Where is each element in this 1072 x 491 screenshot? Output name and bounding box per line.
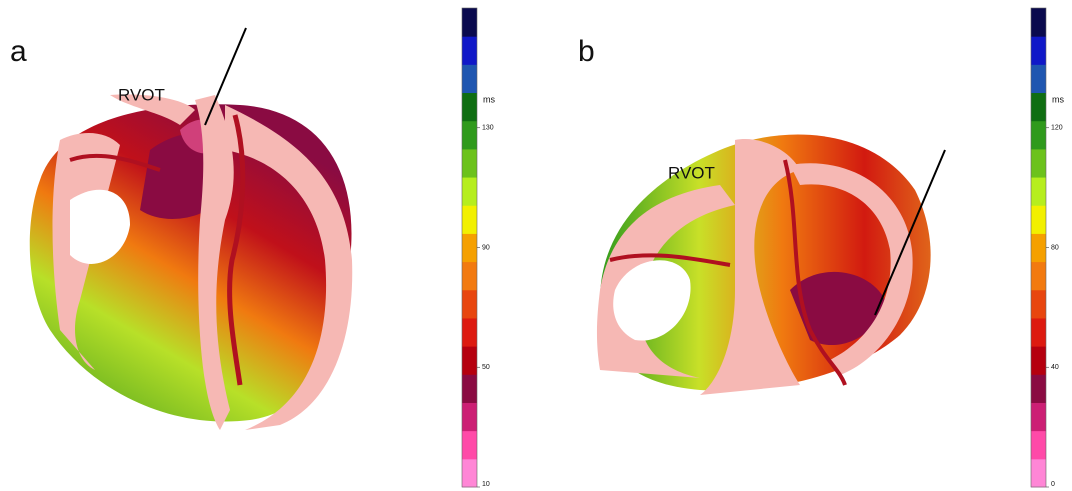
colorbar-unit: ms (1052, 94, 1064, 104)
colorbar-segment (1031, 318, 1046, 347)
tick-label: 0 (1051, 481, 1055, 488)
body: { "panels": [ {"label": "a", "annotation… (0, 0, 1072, 491)
colorbar-segment (1031, 346, 1046, 375)
tick-label: 10 (482, 481, 490, 488)
colorbar-segment (1031, 36, 1046, 65)
colorbar-segment (462, 149, 477, 178)
tick-label: 90 (482, 244, 490, 251)
colorbar-segment (1031, 93, 1046, 122)
colorbar-segment (1031, 402, 1046, 431)
colorbar-segment (1031, 290, 1046, 319)
panel-label: b (578, 35, 595, 68)
annotation: RVOT (668, 163, 715, 182)
annotation: RVOT (118, 85, 165, 104)
figure: a b RVOT RVOT ms 130 90 50 10 ms 120 80 40 0 (0, 0, 1072, 491)
heart-render-b (597, 135, 945, 395)
colorbar-segment (1031, 431, 1046, 460)
colorbar-unit: ms (483, 94, 495, 104)
colorbar-segment (462, 64, 477, 93)
heart-render-a (30, 28, 352, 430)
colorbar-segment (462, 262, 477, 291)
tick-label: 40 (1051, 364, 1059, 371)
colorbar-segment (462, 318, 477, 347)
tick-label: 130 (482, 125, 494, 132)
tick-label: 120 (1051, 125, 1063, 132)
colorbar-segment (1031, 233, 1046, 262)
colorbar-segment (462, 205, 477, 234)
colorbar-segment (1031, 177, 1046, 206)
colorbar-segment (462, 8, 477, 37)
colorbar-segment (462, 121, 477, 150)
colorbar-segment (462, 431, 477, 460)
colorbar-segment (462, 374, 477, 403)
panel-label: a (10, 35, 27, 68)
colorbar-segment (1031, 262, 1046, 291)
colorbar-segment (462, 177, 477, 206)
tick-label: 80 (1051, 244, 1059, 251)
tick-label: 50 (482, 364, 490, 371)
colorbar-segment (1031, 121, 1046, 150)
colorbar-segment (462, 346, 477, 375)
colorbar-segment (1031, 374, 1046, 403)
colorbar-segment (1031, 149, 1046, 178)
page: Activation maps body { margin: 0; backgr… (0, 0, 1072, 491)
colorbar-segment (462, 459, 477, 488)
colorbar-segment (1031, 64, 1046, 93)
colorbar-segment (462, 36, 477, 65)
colorbar-segment (1031, 8, 1046, 37)
colorbar-segment (462, 290, 477, 319)
colorbar-segment (1031, 459, 1046, 488)
colorbar-segment (1031, 205, 1046, 234)
colorbar-segment (462, 93, 477, 122)
colorbar-segment (462, 233, 477, 262)
colorbar-segment (462, 402, 477, 431)
